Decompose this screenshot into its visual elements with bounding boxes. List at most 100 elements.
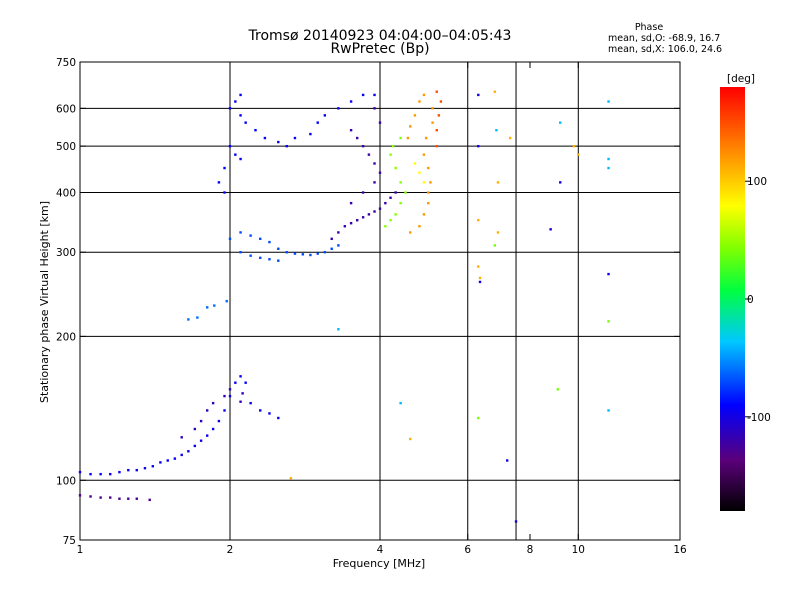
data-point: [478, 276, 482, 280]
data-point: [109, 496, 112, 499]
data-point: [409, 437, 412, 441]
colorbar-tick-label: 100: [747, 176, 767, 188]
data-point: [399, 201, 402, 205]
data-point: [277, 416, 280, 420]
x-tick-label: 1: [77, 544, 84, 556]
y-tick-label: 200: [56, 331, 76, 343]
data-point: [244, 381, 247, 384]
data-point: [187, 318, 190, 321]
data-point: [422, 153, 426, 156]
y-tick-label: 750: [56, 57, 76, 69]
data-point: [239, 93, 242, 97]
data-point: [259, 256, 262, 260]
data-point: [413, 162, 417, 165]
data-point: [435, 144, 438, 148]
data-point: [268, 258, 271, 261]
data-point: [343, 225, 347, 228]
data-point: [254, 128, 257, 132]
data-point: [508, 136, 512, 140]
axes: 1 2 4 6 8 10 16 75 100 200 300 400 500 600 750: [56, 57, 687, 556]
data-point: [378, 121, 382, 124]
data-point: [373, 210, 376, 213]
y-tick-label: 300: [56, 247, 76, 259]
data-point: [89, 495, 92, 498]
data-point: [478, 280, 482, 284]
data-point: [323, 251, 327, 254]
data-point: [431, 121, 434, 124]
data-point: [285, 144, 288, 148]
data-point: [316, 252, 319, 255]
data-point: [193, 427, 197, 431]
data-point: [159, 461, 162, 464]
data-point: [361, 144, 365, 148]
data-point: [268, 240, 271, 244]
data-point: [205, 306, 209, 309]
data-point: [399, 401, 402, 405]
data-point: [477, 416, 480, 420]
data-point: [355, 219, 359, 222]
data-point: [249, 234, 252, 237]
data-point: [435, 90, 438, 93]
data-point: [496, 181, 500, 184]
data-point: [217, 419, 221, 423]
data-point: [505, 459, 509, 462]
x-tick-label: 4: [377, 544, 384, 556]
data-point: [477, 93, 480, 97]
data-point: [127, 468, 130, 472]
data-point: [349, 222, 353, 225]
data-point: [607, 409, 610, 412]
data-point: [228, 144, 232, 148]
x-tick-label: 16: [673, 544, 687, 556]
data-point: [166, 459, 169, 462]
data-point: [199, 419, 203, 423]
data-point: [285, 251, 288, 254]
data-point: [118, 497, 121, 500]
data-point: [78, 470, 82, 474]
data-point: [309, 132, 312, 136]
data-point: [249, 401, 252, 405]
data-point: [228, 388, 232, 391]
data-point: [361, 191, 365, 194]
data-point: [496, 231, 500, 234]
data-point: [239, 400, 242, 403]
data-point: [259, 237, 262, 241]
data-point: [493, 244, 497, 247]
data-point: [427, 191, 430, 194]
data-point: [367, 213, 371, 216]
data-point: [196, 316, 199, 319]
stats-heading: Phase: [635, 22, 664, 33]
data-point: [180, 453, 183, 457]
data-point: [187, 450, 190, 453]
data-point: [477, 219, 480, 222]
data-point: [559, 181, 562, 184]
data-point: [406, 136, 410, 140]
data-point: [495, 128, 498, 132]
data-point: [394, 191, 397, 194]
data-point: [429, 181, 432, 184]
data-point: [391, 144, 395, 148]
data-point: [389, 196, 392, 199]
colorbar-tick-label: -100: [747, 412, 771, 424]
data-point: [378, 207, 382, 210]
data-point: [367, 153, 371, 156]
data-point: [99, 496, 102, 499]
data-point: [404, 191, 407, 194]
data-point: [394, 166, 397, 170]
data-point: [477, 265, 480, 268]
data-point: [373, 181, 376, 184]
data-point: [349, 128, 353, 132]
data-point: [361, 93, 365, 97]
data-point: [211, 401, 215, 405]
data-point: [337, 244, 340, 247]
stats-line-o: mean, sd,O: -68.9, 16.7: [608, 33, 720, 44]
data-point: [373, 107, 376, 110]
y-tick-label: 100: [56, 475, 76, 487]
data-point: [173, 457, 177, 460]
data-point: [223, 409, 226, 412]
data-point: [199, 439, 203, 442]
y-tick-label: 600: [56, 103, 76, 115]
data-point: [399, 136, 402, 140]
data-point: [135, 497, 138, 500]
data-point: [205, 434, 209, 437]
data-point: [330, 247, 333, 250]
